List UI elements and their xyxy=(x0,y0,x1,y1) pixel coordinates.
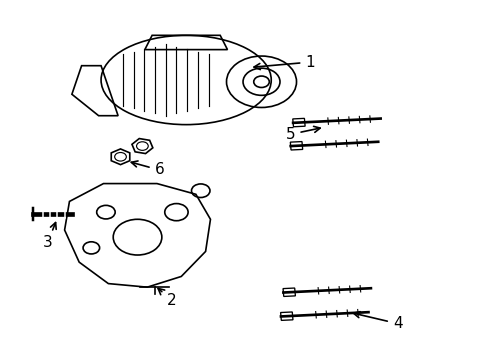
Text: 5: 5 xyxy=(285,126,320,142)
Polygon shape xyxy=(283,288,295,296)
Text: 6: 6 xyxy=(131,161,164,177)
Polygon shape xyxy=(280,312,292,320)
Text: 4: 4 xyxy=(353,312,402,331)
Text: 3: 3 xyxy=(42,222,56,250)
Polygon shape xyxy=(290,141,302,150)
Polygon shape xyxy=(292,118,305,127)
Text: 2: 2 xyxy=(158,288,176,307)
Text: 1: 1 xyxy=(253,55,314,69)
